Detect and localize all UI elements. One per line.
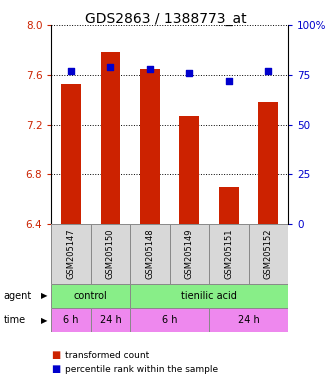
Bar [169, 224, 209, 284]
Bar [91, 224, 130, 284]
Bar [179, 116, 199, 224]
Bar [91, 308, 130, 332]
Text: ■: ■ [51, 350, 61, 360]
Text: GSM205152: GSM205152 [264, 229, 273, 279]
Bar [140, 69, 160, 224]
Point [226, 78, 231, 84]
Text: time: time [3, 315, 25, 325]
Bar [130, 308, 209, 332]
Text: GSM205147: GSM205147 [67, 229, 75, 279]
Bar [209, 224, 249, 284]
Point [69, 68, 74, 74]
Point [265, 68, 271, 74]
Bar [51, 308, 91, 332]
Bar [259, 102, 278, 224]
Text: agent: agent [3, 291, 31, 301]
Bar [51, 224, 91, 284]
Text: 24 h: 24 h [100, 315, 121, 325]
Text: percentile rank within the sample: percentile rank within the sample [65, 365, 218, 374]
Text: 6 h: 6 h [63, 315, 79, 325]
Text: GSM205148: GSM205148 [145, 229, 155, 279]
Text: ■: ■ [51, 364, 61, 374]
Bar [130, 284, 288, 308]
Bar [51, 284, 130, 308]
Bar [219, 187, 239, 224]
Text: tienilic acid: tienilic acid [181, 291, 237, 301]
Point [187, 70, 192, 76]
Bar [249, 224, 288, 284]
Text: ▶: ▶ [41, 291, 48, 300]
Bar [130, 224, 169, 284]
Bar [101, 52, 120, 224]
Bar [209, 308, 288, 332]
Bar [61, 83, 81, 224]
Text: GDS2863 / 1388773_at: GDS2863 / 1388773_at [85, 12, 246, 25]
Text: 24 h: 24 h [238, 315, 260, 325]
Text: ▶: ▶ [41, 316, 48, 324]
Point [108, 64, 113, 70]
Text: control: control [74, 291, 108, 301]
Text: 6 h: 6 h [162, 315, 177, 325]
Text: GSM205151: GSM205151 [224, 229, 233, 279]
Text: transformed count: transformed count [65, 351, 149, 360]
Text: GSM205149: GSM205149 [185, 229, 194, 279]
Point [147, 66, 153, 72]
Text: GSM205150: GSM205150 [106, 229, 115, 279]
